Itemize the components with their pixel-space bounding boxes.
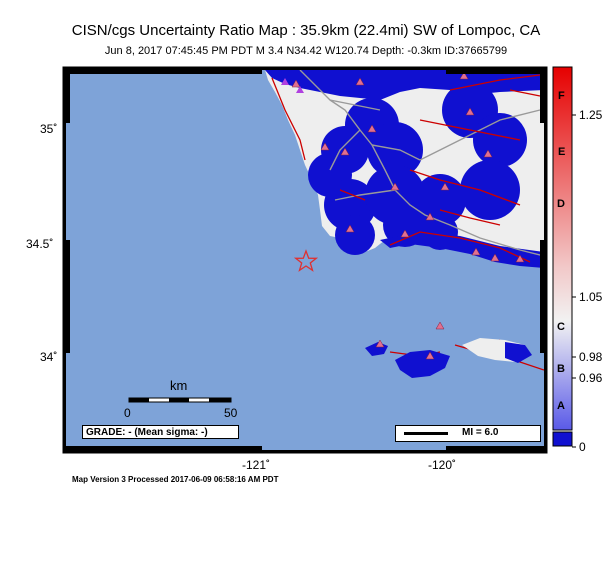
cbar-letter-c: C	[557, 321, 565, 333]
lon-tick-120: -120˚	[428, 458, 457, 472]
scale-unit: km	[170, 378, 188, 393]
epicenter-star	[293, 249, 319, 272]
cbar-value-0-96: 0.96	[579, 371, 603, 385]
lat-tick-34-5: 34.5˚	[26, 237, 54, 251]
mi-legend-text: MI = 6.0	[462, 427, 499, 438]
channel-islands	[365, 338, 532, 378]
cbar-value-1-05: 1.05	[579, 290, 603, 304]
cbar-value-1-25: 1.25	[579, 108, 603, 122]
cbar-letter-e: E	[558, 146, 566, 158]
grade-box: GRADE: - (Mean sigma: -)	[82, 425, 239, 439]
cbar-letter-b: B	[557, 363, 565, 375]
roads	[299, 70, 544, 257]
map-subtitle: Jun 8, 2017 07:45:45 PM PDT M 3.4 N34.42…	[104, 45, 508, 57]
frame-ticks	[63, 67, 547, 453]
cbar-letter-a: A	[557, 400, 565, 412]
uncertainty-zones	[265, 70, 544, 268]
footer-processed: Map Version 3 Processed 2017-06-09 06:58…	[72, 475, 279, 484]
lon-tick-121: -121˚	[242, 458, 271, 472]
lat-tick-35: 35˚	[40, 122, 58, 136]
scale-end: 50	[224, 406, 238, 420]
mi-legend: MI = 6.0	[395, 425, 541, 442]
mi-line	[404, 432, 448, 435]
lat-tick-34: 34˚	[40, 350, 58, 364]
cbar-letter-d: D	[557, 198, 565, 210]
stations	[291, 71, 525, 360]
cbar-value-0: 0	[579, 440, 586, 454]
scale-bar	[128, 397, 232, 403]
map-title: CISN/cgs Uncertainty Ratio Map : 35.9km …	[71, 22, 541, 39]
faults	[271, 74, 544, 371]
color-bar	[552, 66, 576, 448]
cbar-value-0-98: 0.98	[579, 350, 603, 364]
scale-start: 0	[124, 406, 131, 420]
purple-markers	[281, 78, 304, 93]
cbar-letter-f: F	[558, 90, 565, 102]
